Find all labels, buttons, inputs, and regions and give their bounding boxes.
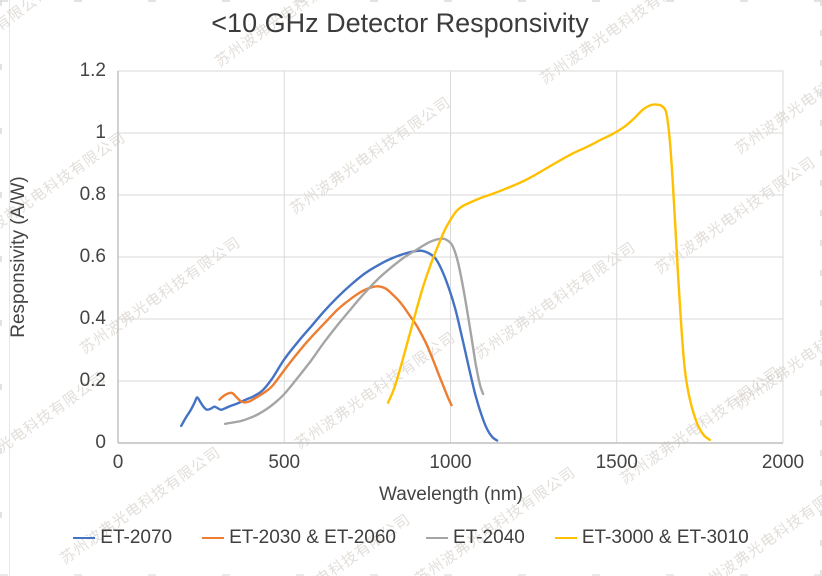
x-axis-title: Wavelength (nm): [379, 484, 523, 505]
y-tick-label: 0: [95, 432, 106, 453]
legend-label: ET-2040: [453, 527, 525, 548]
legend-item-et-2040: ET-2040: [426, 527, 525, 549]
legend-line-marker: [73, 536, 96, 540]
x-tick-label: 1500: [595, 452, 638, 473]
y-tick-label: 1: [95, 122, 106, 143]
y-tick-label: 0.2: [79, 370, 106, 391]
y-tick-label: 0.8: [79, 184, 106, 205]
legend-item-et-2070: ET-2070: [73, 527, 172, 549]
chart-legend: ET-2070 ET-2030 & ET-2060 ET-2040 ET-3000 &…: [0, 527, 822, 549]
x-tick-label: 0: [112, 452, 124, 473]
y-tick-label: 1.2: [79, 60, 106, 81]
y-tick-label: 0.4: [79, 308, 106, 329]
series-line-et-3000-et-3010: [386, 103, 712, 442]
legend-line-marker: [554, 536, 577, 540]
legend-label: ET-2030 & ET-2060: [229, 527, 396, 548]
legend-item-et-2030-et-2060: ET-2030 & ET-2060: [202, 527, 396, 549]
legend-line-marker: [202, 536, 225, 540]
series-line-et-2030-et-2060: [218, 285, 453, 407]
x-tick-label: 2000: [761, 452, 805, 473]
x-tick-label: 500: [268, 452, 301, 473]
legend-line-marker: [426, 536, 448, 540]
legend-item-et-3000-et-3010: ET-3000 & ET-3010: [554, 527, 749, 549]
legend-label: ET-3000 & ET-3010: [581, 527, 749, 548]
series-line-et-2040: [223, 237, 485, 425]
legend-label: ET-2070: [100, 527, 173, 548]
y-axis-title: Responsivity (A/W): [8, 176, 29, 338]
series-line-et-2070: [180, 249, 499, 442]
y-tick-label: 0.6: [79, 246, 106, 267]
page-edge-line: [9, 0, 10, 576]
chart-title: <10 GHz Detector Responsivity: [211, 8, 589, 38]
x-tick-label: 1000: [429, 452, 472, 473]
